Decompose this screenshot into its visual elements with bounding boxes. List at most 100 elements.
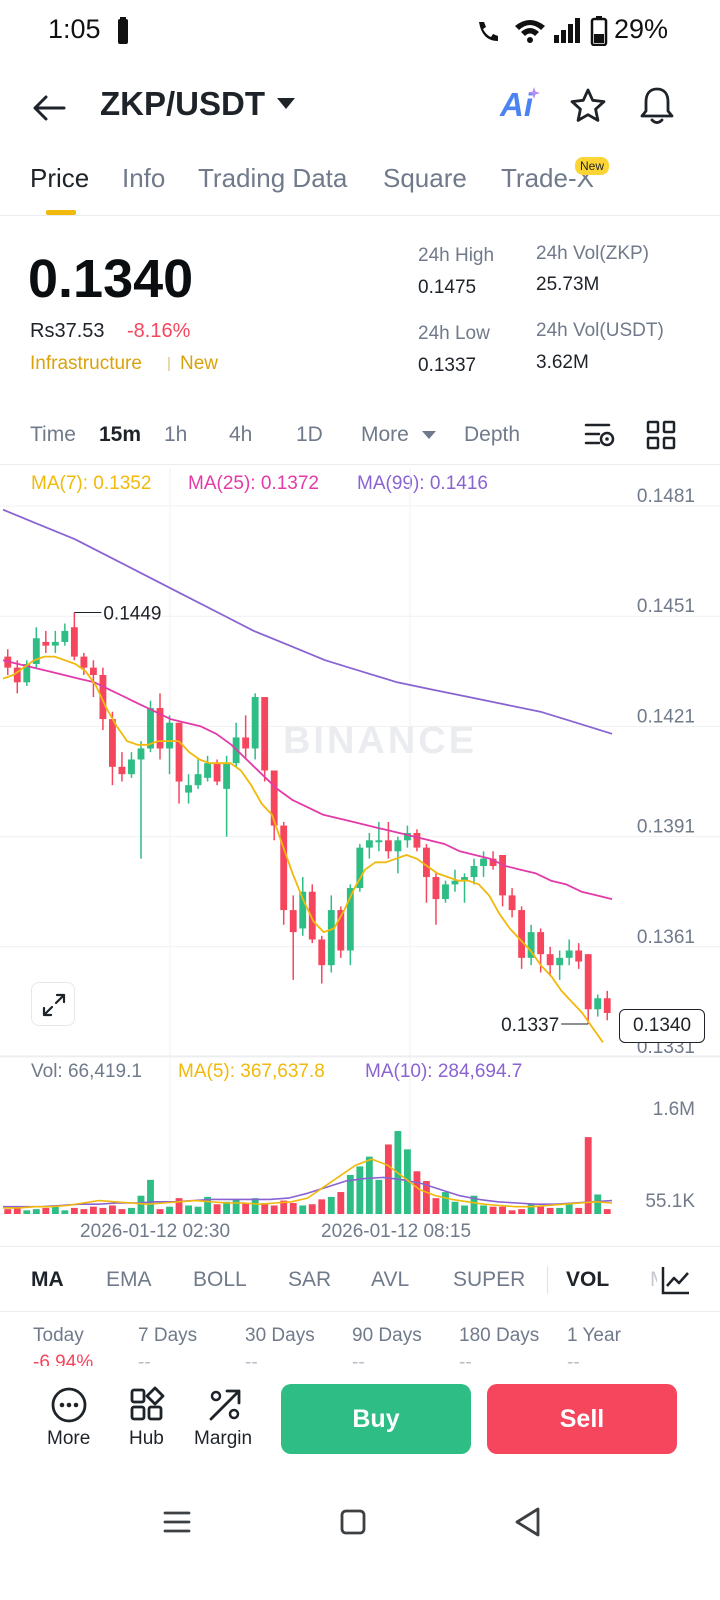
interval-depth[interactable]: Depth (464, 423, 521, 446)
interval-more[interactable]: More (361, 423, 409, 446)
buy-button[interactable]: Buy (281, 1384, 471, 1454)
candle-body (337, 910, 345, 951)
volume-bar (23, 1210, 31, 1214)
volume-bar (403, 1149, 411, 1214)
pair-selector[interactable]: ZKP/USDT (100, 85, 265, 122)
hub-icon[interactable] (127, 1385, 167, 1425)
ma99-legend: MA(99): 0.1416 (357, 473, 488, 494)
tab-trading-data[interactable]: Trading Data (198, 163, 348, 193)
candle-body (223, 763, 231, 789)
ma25-line (2, 659, 613, 900)
ma7-legend: MA(7): 0.1352 (31, 473, 152, 494)
indicator-boll[interactable]: BOLL (193, 1268, 247, 1291)
period-today-label[interactable]: Today (33, 1325, 84, 1346)
tag-infrastructure[interactable]: Infrastructure (30, 353, 142, 374)
volume-bar (280, 1200, 288, 1214)
indicator-ema[interactable]: EMA (106, 1268, 152, 1291)
expand-chart-button[interactable] (31, 982, 75, 1026)
indicator-vol[interactable]: VOL (566, 1268, 610, 1291)
candle-body (470, 866, 478, 878)
candle-body (461, 877, 468, 881)
hub-label[interactable]: Hub (129, 1428, 164, 1449)
stat-vol-quote-value: 3.62M (536, 352, 589, 373)
signal-icon (554, 18, 580, 43)
caret-down-icon[interactable] (277, 98, 295, 109)
indicator-divider (547, 1266, 548, 1294)
y-axis-label: 0.1391 (637, 817, 695, 838)
interval-15m[interactable]: 15m (99, 423, 142, 446)
period-1y-value: -- (567, 1352, 580, 1366)
candle-body (365, 840, 373, 848)
candlestick-chart[interactable]: BINANCE 0.1481 0.1451 0.1421 0.1391 0.1361 0.… (0, 465, 720, 1245)
period-180d-value: -- (459, 1352, 472, 1366)
tag-new[interactable]: New (180, 353, 219, 374)
period-180d-label[interactable]: 180 Days (459, 1325, 540, 1346)
volume-bar (594, 1194, 602, 1214)
interval-4h[interactable]: 4h (229, 423, 253, 446)
chart-settings-icon[interactable] (583, 419, 617, 451)
candle-body (527, 932, 535, 958)
indicator-settings-icon[interactable] (660, 1264, 692, 1296)
divider (0, 1311, 720, 1312)
indicator-sar[interactable]: SAR (288, 1268, 332, 1291)
period-30d-label[interactable]: 30 Days (245, 1325, 315, 1346)
stat-vol-base-value: 25.73M (536, 274, 600, 295)
interval-1h[interactable]: 1h (164, 423, 188, 446)
volume-bar (118, 1209, 126, 1214)
grid-layout-icon[interactable] (645, 419, 677, 451)
volume-bar (575, 1207, 583, 1214)
volume-bar (42, 1207, 50, 1214)
home-icon[interactable] (333, 1502, 373, 1542)
tab-info[interactable]: Info (122, 163, 166, 193)
candle-body (80, 656, 88, 668)
period-1y-label[interactable]: 1 Year (567, 1325, 621, 1346)
more-label[interactable]: More (47, 1428, 91, 1449)
back-arrow-icon[interactable] (30, 88, 70, 128)
x-axis-label: 2026-01-12 08:15 (321, 1221, 472, 1242)
indicator-ma[interactable]: MA (31, 1268, 64, 1291)
volume-bar (546, 1207, 554, 1214)
volume-bar (299, 1205, 307, 1214)
more-caret-icon[interactable] (422, 431, 436, 439)
candle-body (318, 939, 326, 966)
candle-body (432, 877, 440, 900)
indicator-avl[interactable]: AVL (371, 1268, 410, 1291)
candle-body (175, 722, 183, 782)
volume-bar (556, 1207, 564, 1214)
volume-bar (508, 1210, 516, 1214)
volume-bar (565, 1203, 573, 1214)
stat-vol-quote-label: 24h Vol(USDT) (536, 320, 664, 341)
volume-ma5-line (3, 1158, 613, 1209)
interval-1d[interactable]: 1D (296, 423, 323, 446)
favorite-star-icon[interactable] (568, 86, 608, 126)
margin-label[interactable]: Margin (194, 1428, 253, 1449)
volume-bar (318, 1199, 326, 1214)
candle-body (270, 770, 278, 826)
tag-separator (168, 357, 170, 371)
interval-time[interactable]: Time (30, 423, 76, 446)
more-icon[interactable] (49, 1385, 89, 1425)
candle-body (70, 627, 78, 657)
y-axis-label: 0.1481 (637, 486, 695, 507)
volume-bar (175, 1198, 183, 1214)
divider (0, 1246, 720, 1247)
bell-icon[interactable] (637, 84, 677, 128)
candle-body (537, 932, 545, 955)
high-marker-label: 0.1449 (103, 604, 161, 625)
margin-icon[interactable] (205, 1385, 245, 1425)
price-change-percent: -8.16% (127, 320, 191, 342)
back-icon[interactable] (508, 1502, 548, 1542)
indicator-macd[interactable]: M (650, 1268, 657, 1292)
period-7d-label[interactable]: 7 Days (138, 1325, 198, 1346)
sell-button[interactable]: Sell (487, 1384, 677, 1454)
volume-bar (61, 1210, 69, 1214)
tab-price[interactable]: Price (30, 163, 90, 193)
tab-square[interactable]: Square (383, 163, 467, 193)
menu-icon[interactable] (157, 1502, 197, 1542)
active-tab-indicator (46, 210, 76, 215)
indicator-super[interactable]: SUPER (453, 1268, 526, 1291)
candle-body (356, 847, 364, 889)
ai-assistant-icon[interactable]: Ai (500, 86, 533, 123)
period-90d-label[interactable]: 90 Days (352, 1325, 422, 1346)
period-90d-value: -- (352, 1352, 365, 1366)
